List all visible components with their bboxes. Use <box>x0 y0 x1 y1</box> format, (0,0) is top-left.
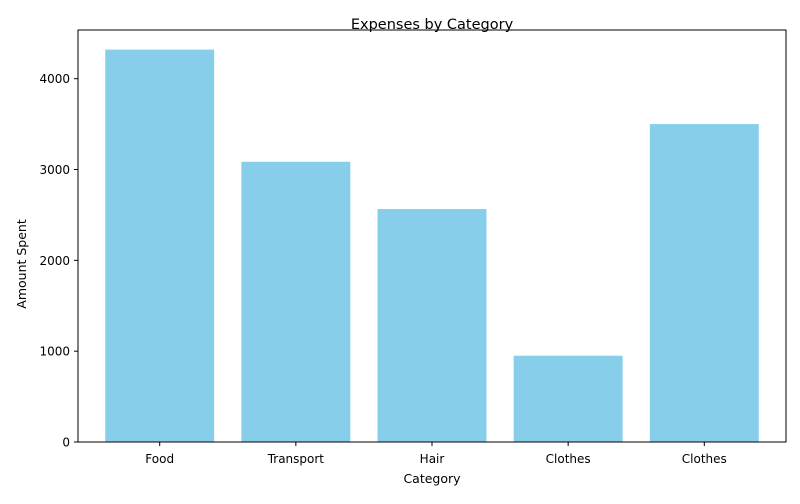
x-tick-label-3: Hair <box>420 452 445 466</box>
y-tick-label-2: 1000 <box>39 345 70 359</box>
x-tick-label-5: Clothes <box>682 452 727 466</box>
y-tick-label-3: 2000 <box>39 254 70 268</box>
x-tick-label-2: Transport <box>267 452 325 466</box>
bar-4 <box>513 355 623 442</box>
bar-3 <box>377 209 487 442</box>
plot-area: 0 1000 2000 3000 4000 Food Transport Hair Clothe… <box>39 29 787 466</box>
y-tick-label-5: 4000 <box>39 72 70 86</box>
x-axis-label: Category <box>403 471 461 486</box>
y-tick-label-1: 0 <box>62 436 70 450</box>
chart-title: Expenses by Category <box>351 17 514 33</box>
y-tick-label-4: 3000 <box>39 163 70 177</box>
bar-2 <box>241 161 351 442</box>
bar-1 <box>105 49 215 442</box>
x-tick-label-1: Food <box>145 452 174 466</box>
x-tick-label-4: Clothes <box>546 452 591 466</box>
y-axis-label: Amount Spent <box>14 219 29 309</box>
bar-5 <box>649 124 759 443</box>
